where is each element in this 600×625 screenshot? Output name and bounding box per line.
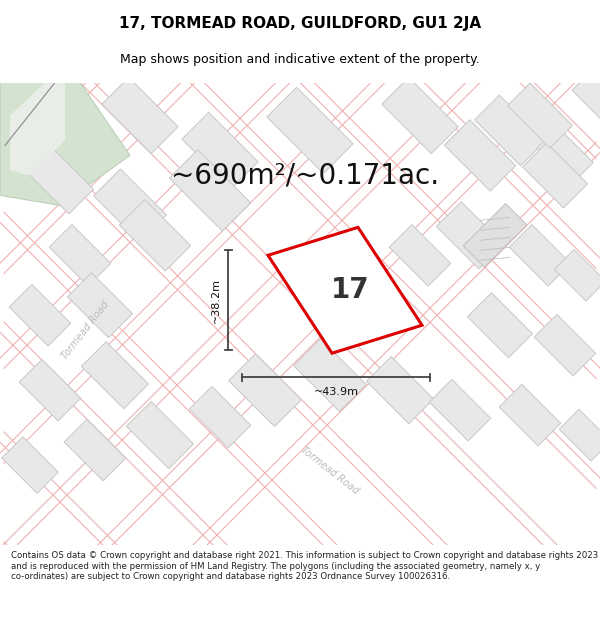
Polygon shape bbox=[572, 72, 600, 119]
Text: Tormead Road: Tormead Road bbox=[59, 299, 110, 361]
Text: ~38.2m: ~38.2m bbox=[211, 278, 221, 322]
Text: Tormead Road: Tormead Road bbox=[299, 444, 361, 496]
Polygon shape bbox=[475, 95, 545, 166]
Polygon shape bbox=[509, 224, 571, 286]
Polygon shape bbox=[229, 354, 301, 426]
Polygon shape bbox=[382, 78, 458, 154]
Polygon shape bbox=[2, 437, 58, 493]
Text: 17, TORMEAD ROAD, GUILDFORD, GU1 2JA: 17, TORMEAD ROAD, GUILDFORD, GU1 2JA bbox=[119, 16, 481, 31]
Polygon shape bbox=[64, 419, 126, 481]
Polygon shape bbox=[82, 342, 149, 409]
Text: ~43.9m: ~43.9m bbox=[314, 387, 359, 397]
Polygon shape bbox=[182, 112, 258, 189]
Polygon shape bbox=[537, 127, 593, 184]
Polygon shape bbox=[94, 169, 166, 242]
Polygon shape bbox=[268, 228, 422, 353]
Polygon shape bbox=[26, 147, 94, 214]
Polygon shape bbox=[267, 88, 353, 174]
Polygon shape bbox=[19, 359, 81, 421]
Polygon shape bbox=[389, 224, 451, 286]
Polygon shape bbox=[508, 83, 572, 148]
Polygon shape bbox=[367, 357, 434, 424]
Polygon shape bbox=[169, 150, 251, 231]
Polygon shape bbox=[9, 284, 71, 346]
Text: ~690m²/~0.171ac.: ~690m²/~0.171ac. bbox=[171, 161, 439, 189]
Polygon shape bbox=[49, 224, 111, 286]
Polygon shape bbox=[554, 249, 600, 301]
Polygon shape bbox=[127, 402, 194, 469]
Polygon shape bbox=[119, 199, 191, 271]
Polygon shape bbox=[534, 314, 596, 376]
Polygon shape bbox=[523, 143, 587, 208]
Polygon shape bbox=[67, 272, 133, 338]
Polygon shape bbox=[429, 379, 491, 441]
Text: 17: 17 bbox=[331, 276, 370, 304]
Polygon shape bbox=[467, 292, 533, 357]
Polygon shape bbox=[499, 384, 561, 446]
Polygon shape bbox=[10, 82, 65, 176]
Text: Contains OS data © Crown copyright and database right 2021. This information is : Contains OS data © Crown copyright and d… bbox=[11, 551, 598, 581]
Polygon shape bbox=[189, 386, 251, 448]
Polygon shape bbox=[463, 204, 527, 267]
Polygon shape bbox=[436, 202, 503, 269]
Polygon shape bbox=[322, 247, 378, 304]
Text: Map shows position and indicative extent of the property.: Map shows position and indicative extent… bbox=[120, 53, 480, 66]
Polygon shape bbox=[293, 339, 367, 411]
Polygon shape bbox=[559, 409, 600, 461]
Polygon shape bbox=[444, 120, 516, 191]
Polygon shape bbox=[102, 78, 178, 154]
Polygon shape bbox=[0, 82, 130, 206]
